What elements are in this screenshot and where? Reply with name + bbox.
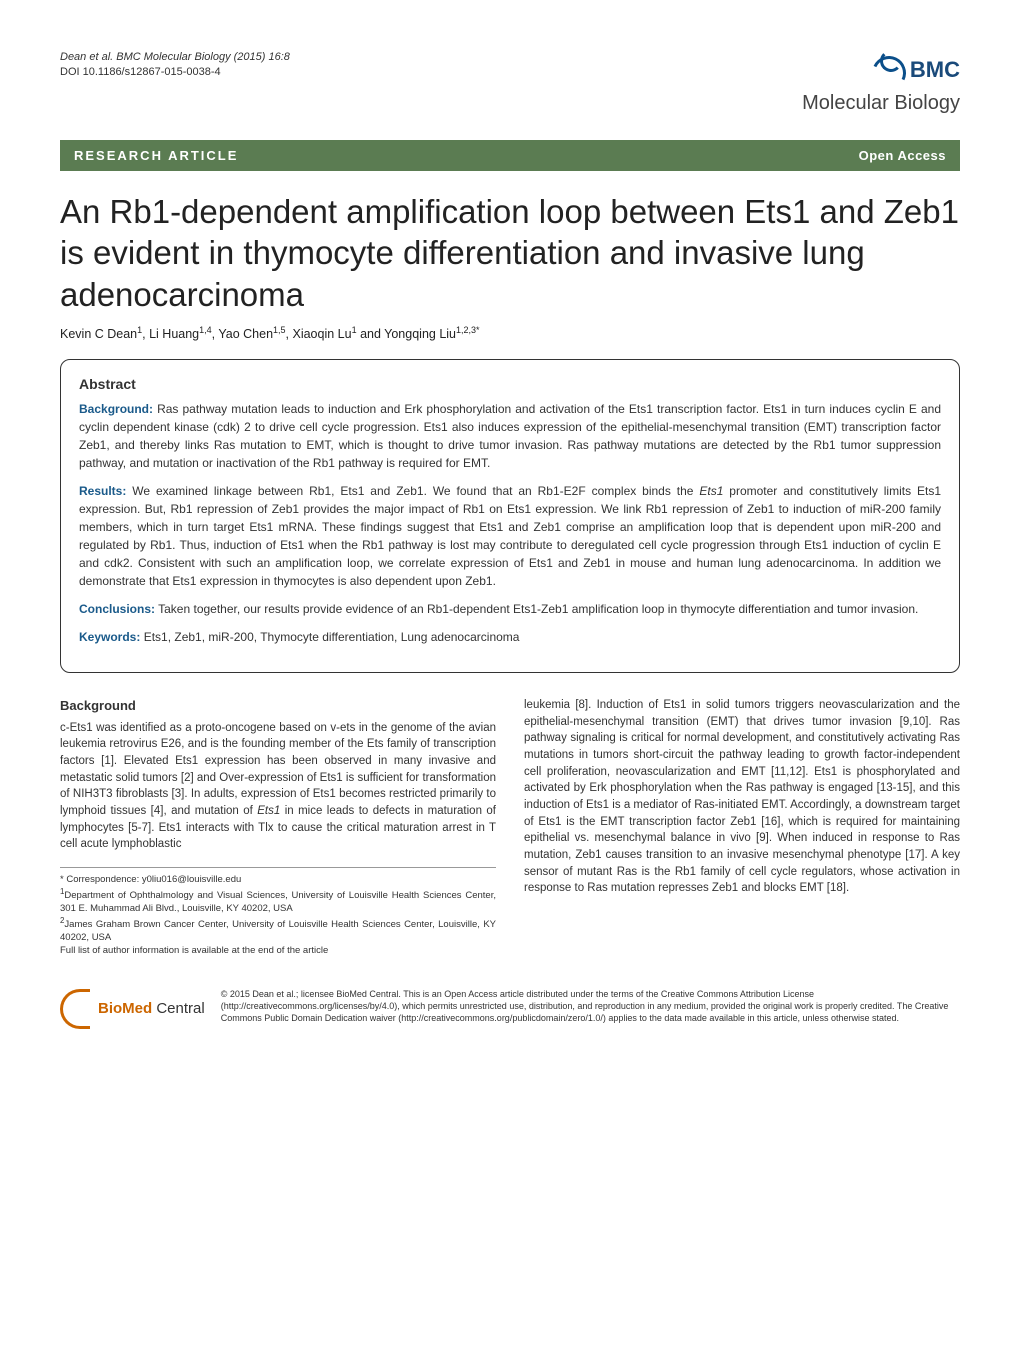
affiliation-2: 2James Graham Brown Cancer Center, Unive… (60, 916, 496, 945)
banner-left: RESEARCH ARTICLE (74, 148, 238, 163)
right-column: leukemia [8]. Induction of Ets1 in solid… (524, 697, 960, 957)
abstract-background: Background: Ras pathway mutation leads t… (79, 400, 941, 472)
abstract-con-text: Taken together, our results provide evid… (155, 602, 918, 616)
correspondence-line: * Correspondence: y0liu016@louisville.ed… (60, 874, 496, 887)
bmc-logo-bold: BioMed (98, 1000, 152, 1017)
abstract-bg-label: Background: (79, 402, 153, 416)
abstract-bg-text: Ras pathway mutation leads to induction … (79, 402, 941, 470)
citation-block: Dean et al. BMC Molecular Biology (2015)… (60, 50, 290, 81)
left-column-text: c-Ets1 was identified as a proto-oncogen… (60, 720, 496, 853)
keywords-text: Ets1, Zeb1, miR-200, Thymocyte different… (140, 630, 519, 644)
license-text: © 2015 Dean et al.; licensee BioMed Cent… (221, 989, 960, 1024)
brand-row: BMC (802, 50, 960, 90)
left-column: Background c-Ets1 was identified as a pr… (60, 697, 496, 957)
citation-line: Dean et al. BMC Molecular Biology (2015)… (60, 50, 290, 65)
journal-brand: BMC Molecular Biology (802, 50, 960, 115)
abstract-res-text: We examined linkage between Rb1, Ets1 an… (79, 484, 941, 588)
bmc-spring-icon (868, 50, 904, 90)
abstract-conclusions: Conclusions: Taken together, our results… (79, 600, 941, 618)
abstract-con-label: Conclusions: (79, 602, 155, 616)
abstract-results: Results: We examined linkage between Rb1… (79, 482, 941, 590)
keywords-label: Keywords: (79, 630, 140, 644)
abstract-keywords: Keywords: Ets1, Zeb1, miR-200, Thymocyte… (79, 628, 941, 646)
journal-name: Molecular Biology (802, 92, 960, 115)
page: Dean et al. BMC Molecular Biology (2015)… (0, 0, 1020, 1069)
affiliation-1: 1Department of Ophthalmology and Visual … (60, 887, 496, 916)
banner-right: Open Access (859, 148, 946, 163)
bmc-paren-icon (60, 989, 90, 1029)
bmc-logo-text: BioMed Central (98, 1000, 205, 1018)
abstract-box: Abstract Background: Ras pathway mutatio… (60, 359, 960, 673)
abstract-res-label: Results: (79, 484, 126, 498)
article-title: An Rb1-dependent amplification loop betw… (60, 191, 960, 315)
abstract-heading: Abstract (79, 376, 941, 392)
header-row: Dean et al. BMC Molecular Biology (2015)… (60, 50, 960, 115)
right-column-text: leukemia [8]. Induction of Ets1 in solid… (524, 697, 960, 897)
bmc-logo-reg: Central (152, 1000, 205, 1017)
full-author-list-note: Full list of author information is avail… (60, 945, 496, 958)
biomed-central-logo: BioMed Central (60, 989, 205, 1029)
background-heading: Background (60, 697, 496, 716)
body-columns: Background c-Ets1 was identified as a pr… (60, 697, 960, 957)
authors-line: Kevin C Dean1, Li Huang1,4, Yao Chen1,5,… (60, 325, 960, 341)
footnote-block: * Correspondence: y0liu016@louisville.ed… (60, 867, 496, 957)
brand-prefix: BMC (910, 57, 960, 83)
footer-row: BioMed Central © 2015 Dean et al.; licen… (60, 981, 960, 1029)
doi-line: DOI 10.1186/s12867-015-0038-4 (60, 65, 290, 80)
article-type-banner: RESEARCH ARTICLE Open Access (60, 140, 960, 171)
